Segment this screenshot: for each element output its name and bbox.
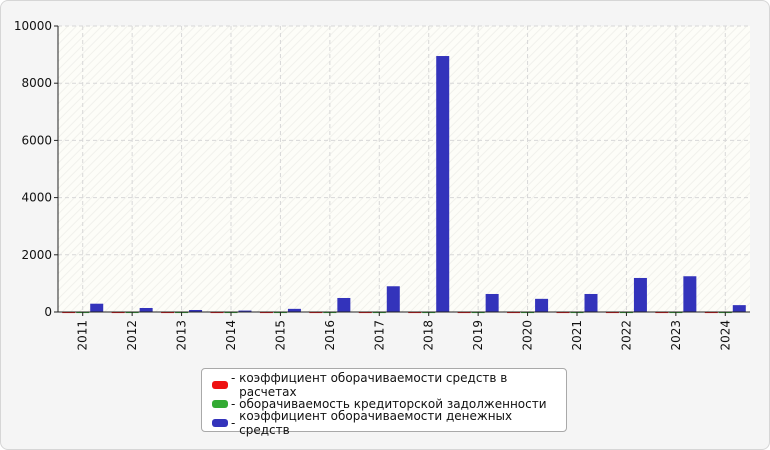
- bar-3333bb: [90, 303, 104, 312]
- bar-3333bb: [535, 298, 549, 312]
- x-tick-label: 2023: [669, 320, 683, 351]
- y-tick-label: 6000: [21, 133, 52, 147]
- bar-3333bb: [189, 309, 203, 312]
- x-tick-label: 2016: [323, 320, 337, 351]
- y-tick-label: 8000: [21, 76, 52, 90]
- x-tick-label: 2020: [521, 320, 535, 351]
- bar-3333bb: [139, 307, 153, 312]
- x-tick-label: 2021: [570, 320, 584, 351]
- legend-item: - оборачиваемость кредиторской задолженн…: [212, 394, 566, 413]
- bar-3333bb: [732, 305, 746, 312]
- y-tick-label: 4000: [21, 191, 52, 205]
- legend-series-2: коэффициент оборачиваемости денежных сре…: [239, 408, 513, 437]
- x-tick-label: 2018: [422, 320, 436, 351]
- grid-lines: [58, 25, 750, 312]
- x-axis-ticks: 2011 2012 2013 2014 2015 2016 2017 2018 2019 2020…: [76, 312, 732, 351]
- axes: [57, 26, 750, 313]
- legend-swatch-blue: [212, 418, 228, 427]
- bar-3333bb: [287, 308, 301, 312]
- legend-swatch-red: [212, 380, 228, 389]
- legend-swatch-green: [212, 399, 228, 408]
- y-tick-label: 10000: [14, 19, 52, 33]
- legend-label: -: [231, 370, 236, 399]
- legend-item: - коэффициент оборачиваемости средств в …: [212, 371, 566, 399]
- legend-item: - коэффициент оборачиваемости денежных с…: [212, 409, 566, 437]
- bar-3333bb: [485, 293, 499, 312]
- x-tick-label: 2022: [619, 320, 633, 351]
- bar-3333bb: [337, 297, 351, 312]
- legend-label: -: [231, 396, 240, 411]
- legend-label: -: [231, 415, 240, 430]
- bar-3333bb: [386, 286, 400, 312]
- y-axis-ticks: 0 2000 4000 6000 8000 10000: [14, 19, 58, 319]
- bar-3333bb: [584, 293, 598, 312]
- bar-3333bb: [436, 56, 450, 312]
- x-tick-label: 2017: [372, 320, 386, 351]
- x-tick-label: 2011: [76, 320, 90, 351]
- x-tick-label: 2019: [471, 320, 485, 351]
- x-tick-label: 2014: [224, 320, 238, 351]
- x-tick-label: 2012: [125, 320, 139, 351]
- y-tick-label: 2000: [21, 248, 52, 262]
- x-tick-label: 2013: [175, 320, 189, 351]
- legend-series-1: оборачиваемость кредиторской задолженнос…: [239, 396, 547, 411]
- x-tick-label: 2015: [273, 320, 287, 351]
- x-tick-label: 2024: [718, 320, 732, 351]
- legend-series-0: коэффициент оборачиваемости средств в ра…: [239, 370, 508, 399]
- plot-area: [58, 26, 750, 312]
- y-tick-label: 0: [44, 305, 52, 319]
- legend: - коэффициент оборачиваемости средств в …: [201, 368, 567, 437]
- bar-3333bb: [633, 277, 647, 312]
- bar-3333bb: [683, 276, 697, 312]
- bar-3333bb: [238, 310, 252, 313]
